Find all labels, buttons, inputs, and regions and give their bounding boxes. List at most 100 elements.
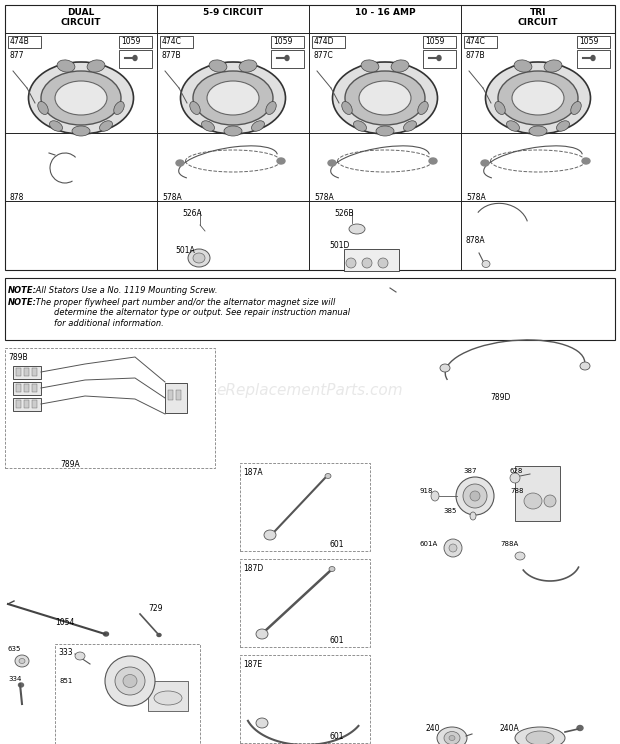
- Bar: [5, 5, 615, 270]
- Bar: [577, 36, 610, 48]
- Text: 240A: 240A: [500, 724, 520, 733]
- Text: 578A: 578A: [466, 193, 485, 202]
- Text: 877B: 877B: [162, 51, 182, 60]
- Ellipse shape: [418, 101, 428, 115]
- Text: 501A: 501A: [175, 246, 195, 255]
- Bar: [24, 368, 29, 376]
- Ellipse shape: [362, 258, 372, 268]
- Bar: [312, 36, 345, 48]
- Bar: [5, 348, 215, 468]
- Ellipse shape: [100, 121, 112, 131]
- Ellipse shape: [41, 71, 121, 125]
- Ellipse shape: [193, 253, 205, 263]
- Ellipse shape: [514, 60, 532, 72]
- Ellipse shape: [515, 552, 525, 560]
- Ellipse shape: [515, 727, 565, 744]
- Ellipse shape: [544, 495, 556, 507]
- Ellipse shape: [190, 101, 200, 115]
- Bar: [423, 36, 456, 48]
- Ellipse shape: [524, 493, 542, 509]
- Bar: [240, 559, 370, 647]
- Ellipse shape: [449, 544, 457, 552]
- Ellipse shape: [325, 473, 331, 478]
- Bar: [32, 368, 37, 376]
- Text: 578A: 578A: [162, 193, 182, 202]
- Ellipse shape: [378, 258, 388, 268]
- Text: 187A: 187A: [243, 468, 263, 477]
- Text: 601: 601: [330, 732, 345, 741]
- Ellipse shape: [431, 491, 439, 501]
- Bar: [119, 36, 152, 48]
- Ellipse shape: [180, 62, 285, 134]
- Bar: [176, 390, 181, 400]
- Text: 240: 240: [425, 724, 440, 733]
- Text: 474B: 474B: [10, 37, 30, 46]
- Ellipse shape: [361, 60, 379, 72]
- Bar: [240, 655, 370, 743]
- Ellipse shape: [19, 683, 24, 687]
- Ellipse shape: [346, 258, 356, 268]
- Bar: [16, 384, 21, 392]
- Bar: [168, 390, 173, 400]
- Ellipse shape: [526, 731, 554, 744]
- Text: 385: 385: [443, 508, 456, 514]
- Ellipse shape: [38, 101, 48, 115]
- Bar: [464, 36, 497, 48]
- Ellipse shape: [444, 731, 460, 744]
- Text: NOTE:: NOTE:: [8, 286, 37, 295]
- Bar: [423, 50, 456, 68]
- Text: 788: 788: [510, 488, 523, 494]
- Bar: [344, 249, 399, 271]
- Ellipse shape: [29, 62, 133, 134]
- Text: 187E: 187E: [243, 660, 262, 669]
- Text: 387: 387: [463, 468, 477, 474]
- Ellipse shape: [207, 81, 259, 115]
- Ellipse shape: [123, 675, 137, 687]
- Ellipse shape: [529, 126, 547, 136]
- Ellipse shape: [105, 656, 155, 706]
- Ellipse shape: [342, 101, 352, 115]
- Bar: [16, 400, 21, 408]
- Bar: [160, 36, 193, 48]
- Ellipse shape: [580, 362, 590, 370]
- Ellipse shape: [104, 632, 108, 636]
- Text: 878: 878: [10, 193, 24, 202]
- Text: 474D: 474D: [314, 37, 335, 46]
- Ellipse shape: [544, 60, 562, 72]
- Ellipse shape: [277, 158, 285, 164]
- Text: 628: 628: [510, 468, 523, 474]
- Text: 474C: 474C: [466, 37, 486, 46]
- Text: 1059: 1059: [425, 37, 445, 46]
- Text: 334: 334: [8, 676, 21, 682]
- Ellipse shape: [188, 249, 210, 267]
- Ellipse shape: [449, 736, 455, 740]
- Ellipse shape: [440, 364, 450, 372]
- Ellipse shape: [332, 62, 438, 134]
- Text: 877: 877: [10, 51, 25, 60]
- Text: 878A: 878A: [466, 236, 485, 245]
- Ellipse shape: [359, 81, 411, 115]
- Bar: [8, 36, 41, 48]
- Text: DUAL
CIRCUIT: DUAL CIRCUIT: [61, 8, 101, 28]
- Text: 1059: 1059: [121, 37, 140, 46]
- Text: 789D: 789D: [490, 393, 510, 402]
- Text: 601A: 601A: [420, 541, 438, 547]
- Ellipse shape: [57, 60, 75, 72]
- Ellipse shape: [87, 60, 105, 72]
- Text: 601: 601: [330, 636, 345, 645]
- Ellipse shape: [202, 121, 215, 131]
- Ellipse shape: [19, 658, 25, 664]
- Text: 789A: 789A: [60, 460, 80, 469]
- Ellipse shape: [252, 121, 265, 131]
- Bar: [16, 368, 21, 376]
- Ellipse shape: [582, 158, 590, 164]
- Text: 187D: 187D: [243, 564, 264, 573]
- Bar: [271, 36, 304, 48]
- Ellipse shape: [557, 121, 569, 131]
- Ellipse shape: [113, 101, 124, 115]
- Ellipse shape: [444, 539, 462, 557]
- Bar: [240, 463, 370, 551]
- Bar: [32, 400, 37, 408]
- Text: 851: 851: [60, 678, 73, 684]
- Text: 5-9 CIRCUIT: 5-9 CIRCUIT: [203, 8, 263, 17]
